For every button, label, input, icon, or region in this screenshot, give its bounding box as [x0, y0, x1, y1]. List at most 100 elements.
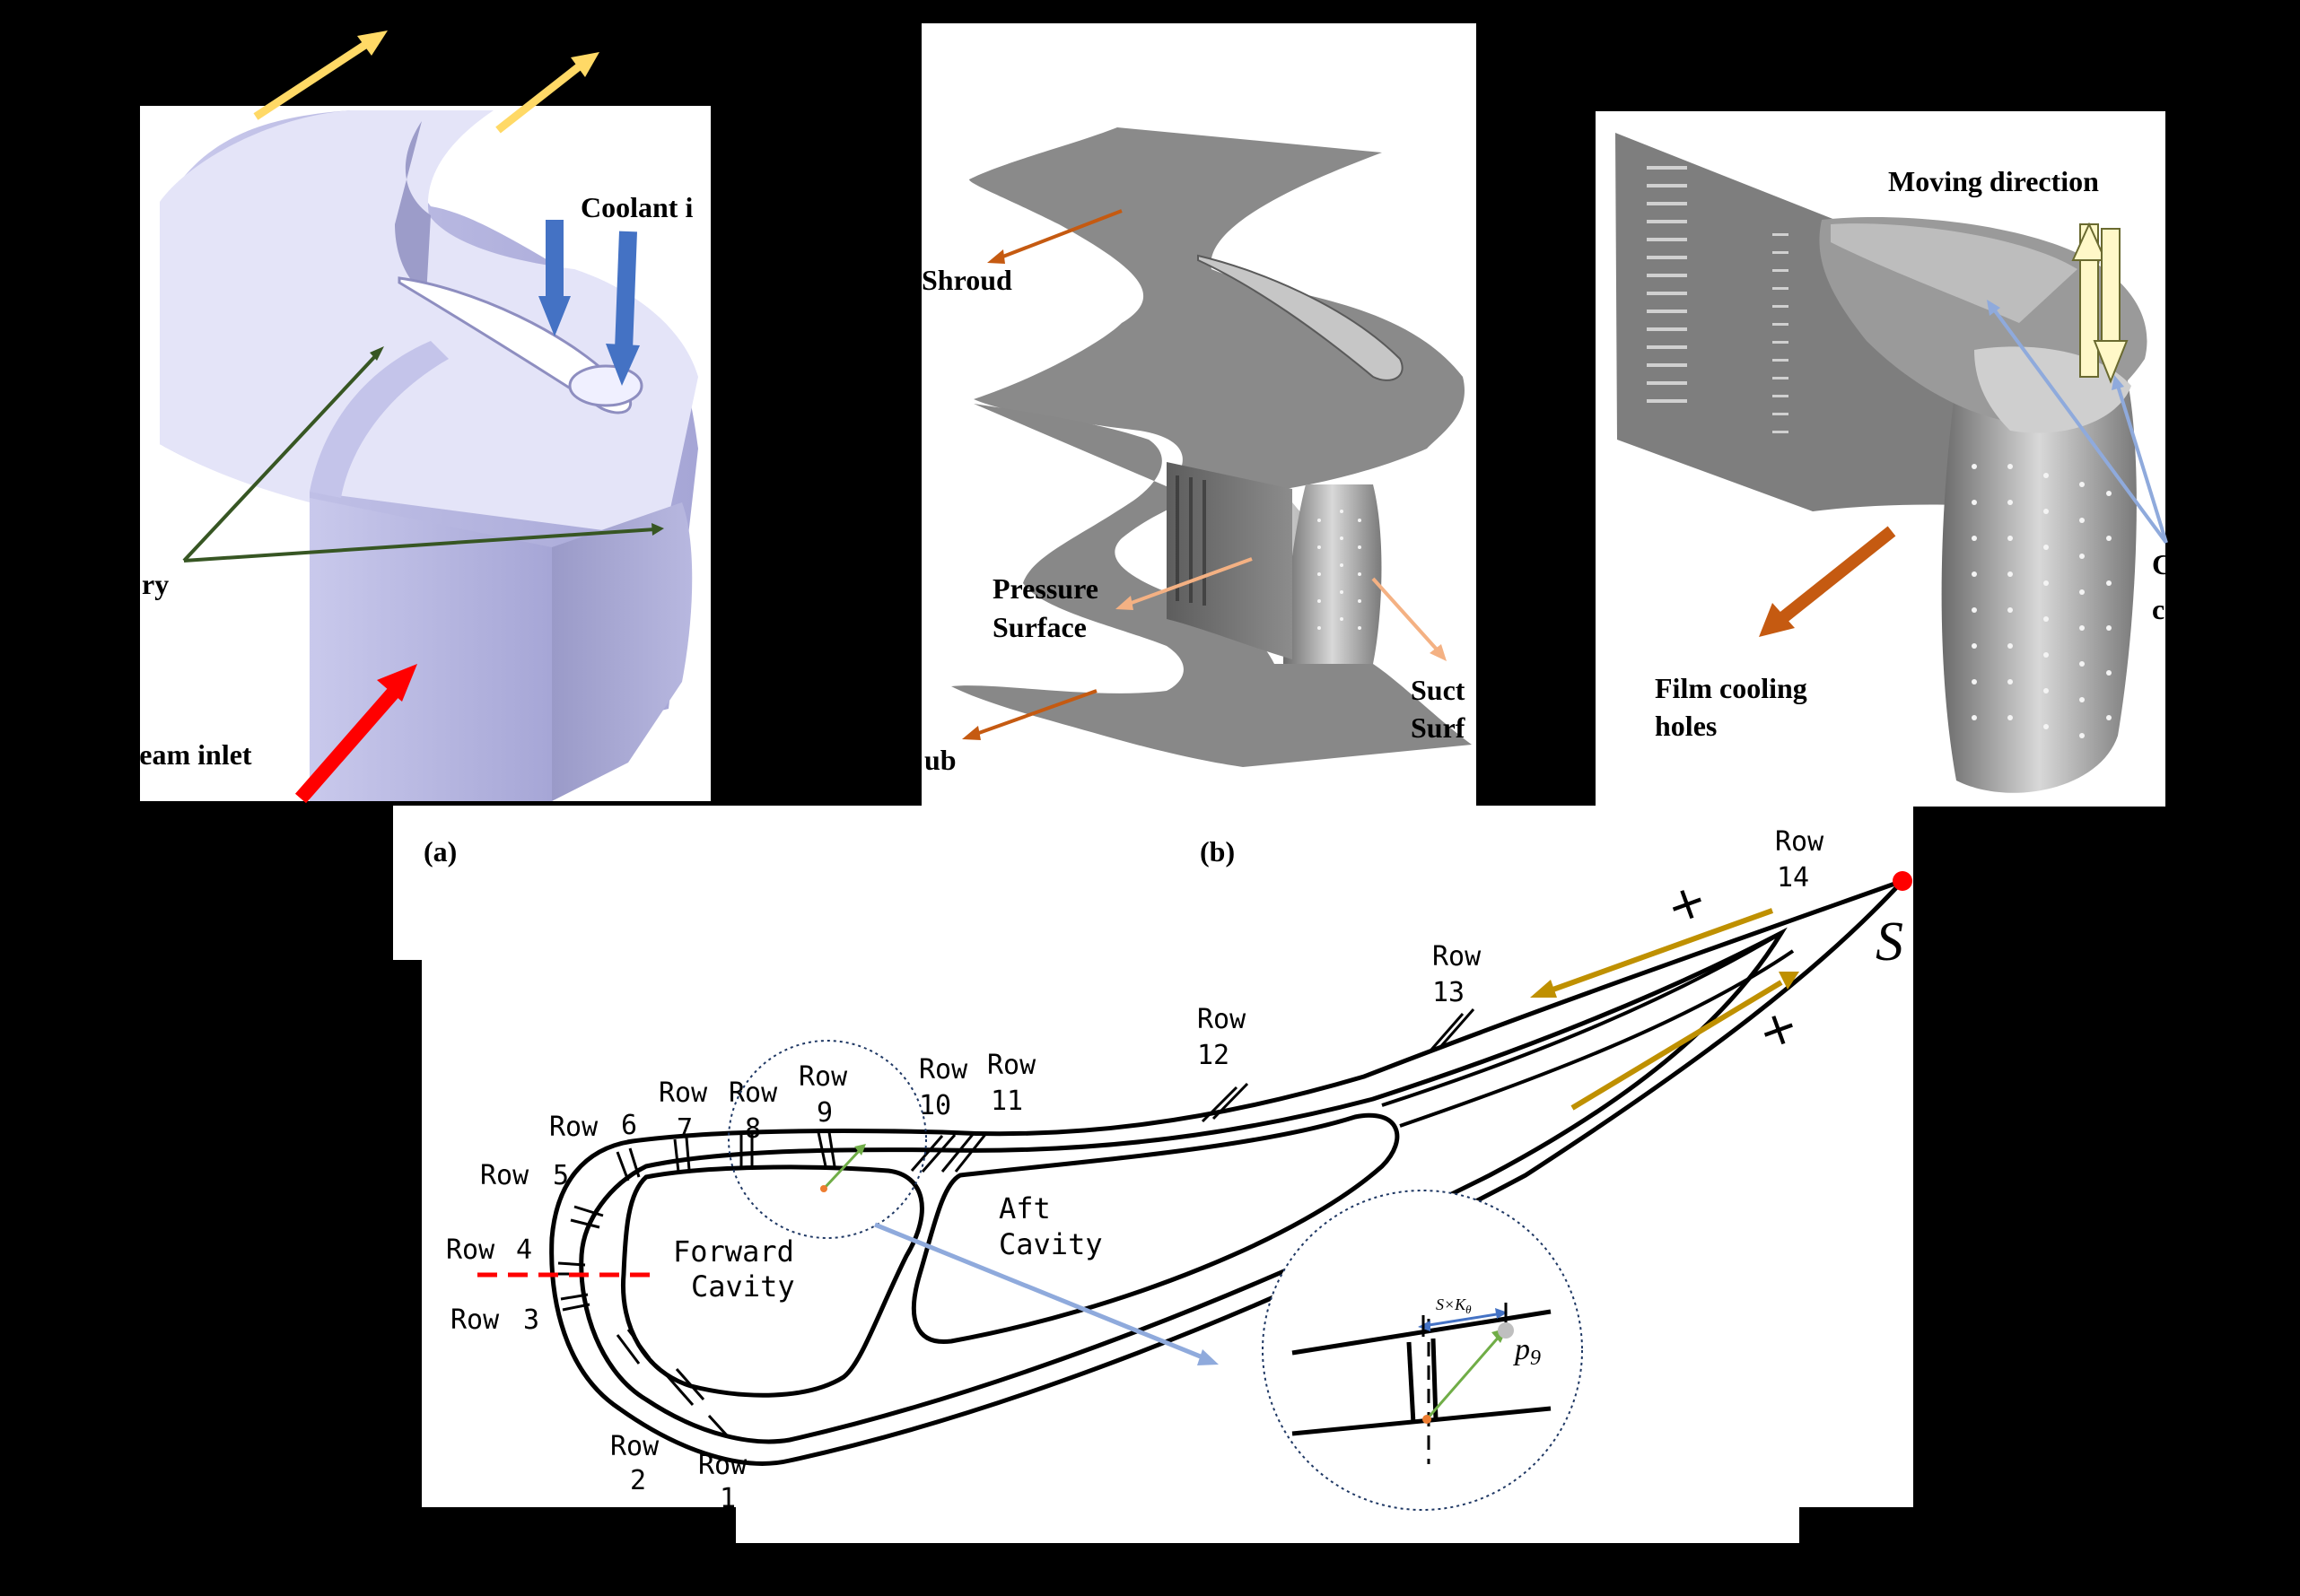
film-hole-passages: [557, 1008, 1475, 1437]
forward-cavity-wall: [620, 1164, 924, 1398]
svg-text:9: 9: [817, 1097, 833, 1129]
svg-text:2: 2: [630, 1465, 646, 1496]
inset-point-label: p9: [1513, 1333, 1541, 1370]
trailing-slot-lower: [1399, 949, 1795, 1128]
inset-dimension-head-right: [1495, 1308, 1508, 1319]
row-10-label: Row 10: [919, 1054, 968, 1121]
coolant-inlet-label: Coolant i: [581, 191, 693, 223]
hub-arrow: [962, 689, 1098, 740]
pressure-surface-label-1: Pressure: [993, 572, 1098, 605]
profile-panel: (a) (b): [393, 806, 1913, 1543]
svg-text:Row: Row: [446, 1234, 495, 1266]
row-9-origin-dot: [820, 1185, 827, 1192]
block-groove: [310, 341, 449, 498]
svg-text:6: 6: [621, 1110, 637, 1141]
svg-text:14: 14: [1777, 862, 1809, 894]
aft-cavity-label-2: Cavity: [999, 1227, 1103, 1261]
film-cooling-label-2: holes: [1655, 710, 1717, 742]
block-top-face: [160, 110, 698, 538]
svg-text:3: 3: [523, 1304, 539, 1336]
row-9-label: Row 9: [799, 1061, 848, 1129]
pressure-arrow: [1115, 557, 1253, 610]
hub-surface: [951, 404, 1472, 767]
pressure-direction-arrow: [1570, 972, 1799, 1111]
svg-text:4: 4: [516, 1234, 532, 1266]
forward-cavity-label-1: Forward: [673, 1234, 794, 1269]
s-coordinate-label: S: [1876, 911, 1903, 972]
shroud-arrow: [987, 209, 1123, 264]
svg-text:13: 13: [1432, 977, 1465, 1008]
inset-detail: S×Kθ p9: [1262, 1190, 1583, 1511]
trailing-slot-upper: [1381, 931, 1783, 1107]
row-13-label: Row 13: [1432, 941, 1482, 1008]
suction-surface-label-2: Surf: [1411, 711, 1465, 744]
suction-arrow: [1371, 577, 1447, 661]
trailing-edge-point: [1893, 871, 1912, 891]
pressure-surface: [1167, 462, 1292, 659]
panel-label-strip: [393, 806, 1913, 960]
row-11-label: Row 11: [987, 1050, 1036, 1117]
row-7-label: Row 7: [659, 1077, 708, 1145]
pressure-holes: [1176, 475, 1206, 606]
moving-direction-arrow: [2071, 222, 2129, 384]
callout-arrow: [874, 1222, 1219, 1365]
coolant-arrow-2: [606, 231, 640, 386]
svg-text:1: 1: [720, 1483, 736, 1514]
aft-cavity-wall: [912, 1112, 1400, 1345]
boundary-label: ry: [142, 568, 169, 600]
film-hole-slots: [1647, 166, 1788, 433]
svg-text:7: 7: [677, 1113, 693, 1145]
blade-tip-slot: [1197, 254, 1404, 381]
coolant-slot-end: [568, 364, 643, 407]
svg-text:Row: Row: [799, 1061, 848, 1093]
row-9-vector-head: [854, 1144, 866, 1156]
inset-hole-wall-2: [1430, 1338, 1439, 1421]
svg-text:Row: Row: [549, 1112, 599, 1143]
pressure-surface-label-2: Surface: [993, 611, 1087, 643]
inset-origin-dot: [1422, 1415, 1431, 1424]
row-3-label: Row 3: [450, 1304, 539, 1336]
panel-c: Moving direction Film cooling holes C c: [1596, 111, 2173, 807]
coolant-arrow-1: [538, 220, 571, 336]
blade-tip-pocket: [1831, 223, 2077, 323]
outflow-arrow-2: [495, 52, 599, 134]
suction-holes: [1317, 510, 1361, 630]
svg-text:Row: Row: [729, 1077, 778, 1109]
film-cooling-label-1: Film cooling: [1655, 672, 1807, 704]
inset-vector: [1425, 1334, 1502, 1420]
forward-cavity-label-2: Cavity: [691, 1269, 795, 1304]
panel-a-label: (a): [424, 835, 457, 868]
svg-text:11: 11: [991, 1086, 1023, 1117]
svg-text:Row: Row: [698, 1450, 748, 1481]
aft-cavity-label-1: Aft: [999, 1191, 1051, 1225]
row-5-label: Row 5: [480, 1160, 569, 1191]
shroud-label: Shroud: [922, 264, 1012, 296]
profile-bottom-strip: [736, 1504, 1799, 1543]
svg-text:Row: Row: [919, 1054, 968, 1086]
row-8-label: Row 8: [729, 1077, 778, 1145]
row-9-vector: [822, 1147, 863, 1190]
coolant-cavity-arrows: [1987, 300, 2168, 545]
moving-direction-label: Moving direction: [1888, 165, 2099, 197]
block-inner-wall: [395, 121, 431, 296]
inset-point-p9: [1498, 1322, 1514, 1339]
inset-lower-wall: [1291, 1406, 1552, 1436]
cavity-label-2: c: [2152, 593, 2164, 625]
suction-surface-label-1: Suct: [1411, 674, 1465, 706]
svg-text:10: 10: [919, 1090, 951, 1121]
outflow-arrow-1: [253, 31, 388, 120]
cavity-label-1: C: [2152, 548, 2173, 580]
panel-a: Coolant i ry tream inlet: [118, 31, 711, 804]
inset-dimension-label: S×Kθ: [1436, 1295, 1472, 1316]
suction-direction-arrow: [1530, 908, 1774, 998]
svg-text:Row: Row: [1197, 1004, 1246, 1035]
svg-text:Row: Row: [1432, 941, 1482, 972]
svg-text:8: 8: [745, 1113, 761, 1145]
row-6-label: Row 6: [549, 1110, 637, 1143]
row-4-label: Row 4: [446, 1234, 532, 1266]
svg-text:Row: Row: [987, 1050, 1036, 1081]
